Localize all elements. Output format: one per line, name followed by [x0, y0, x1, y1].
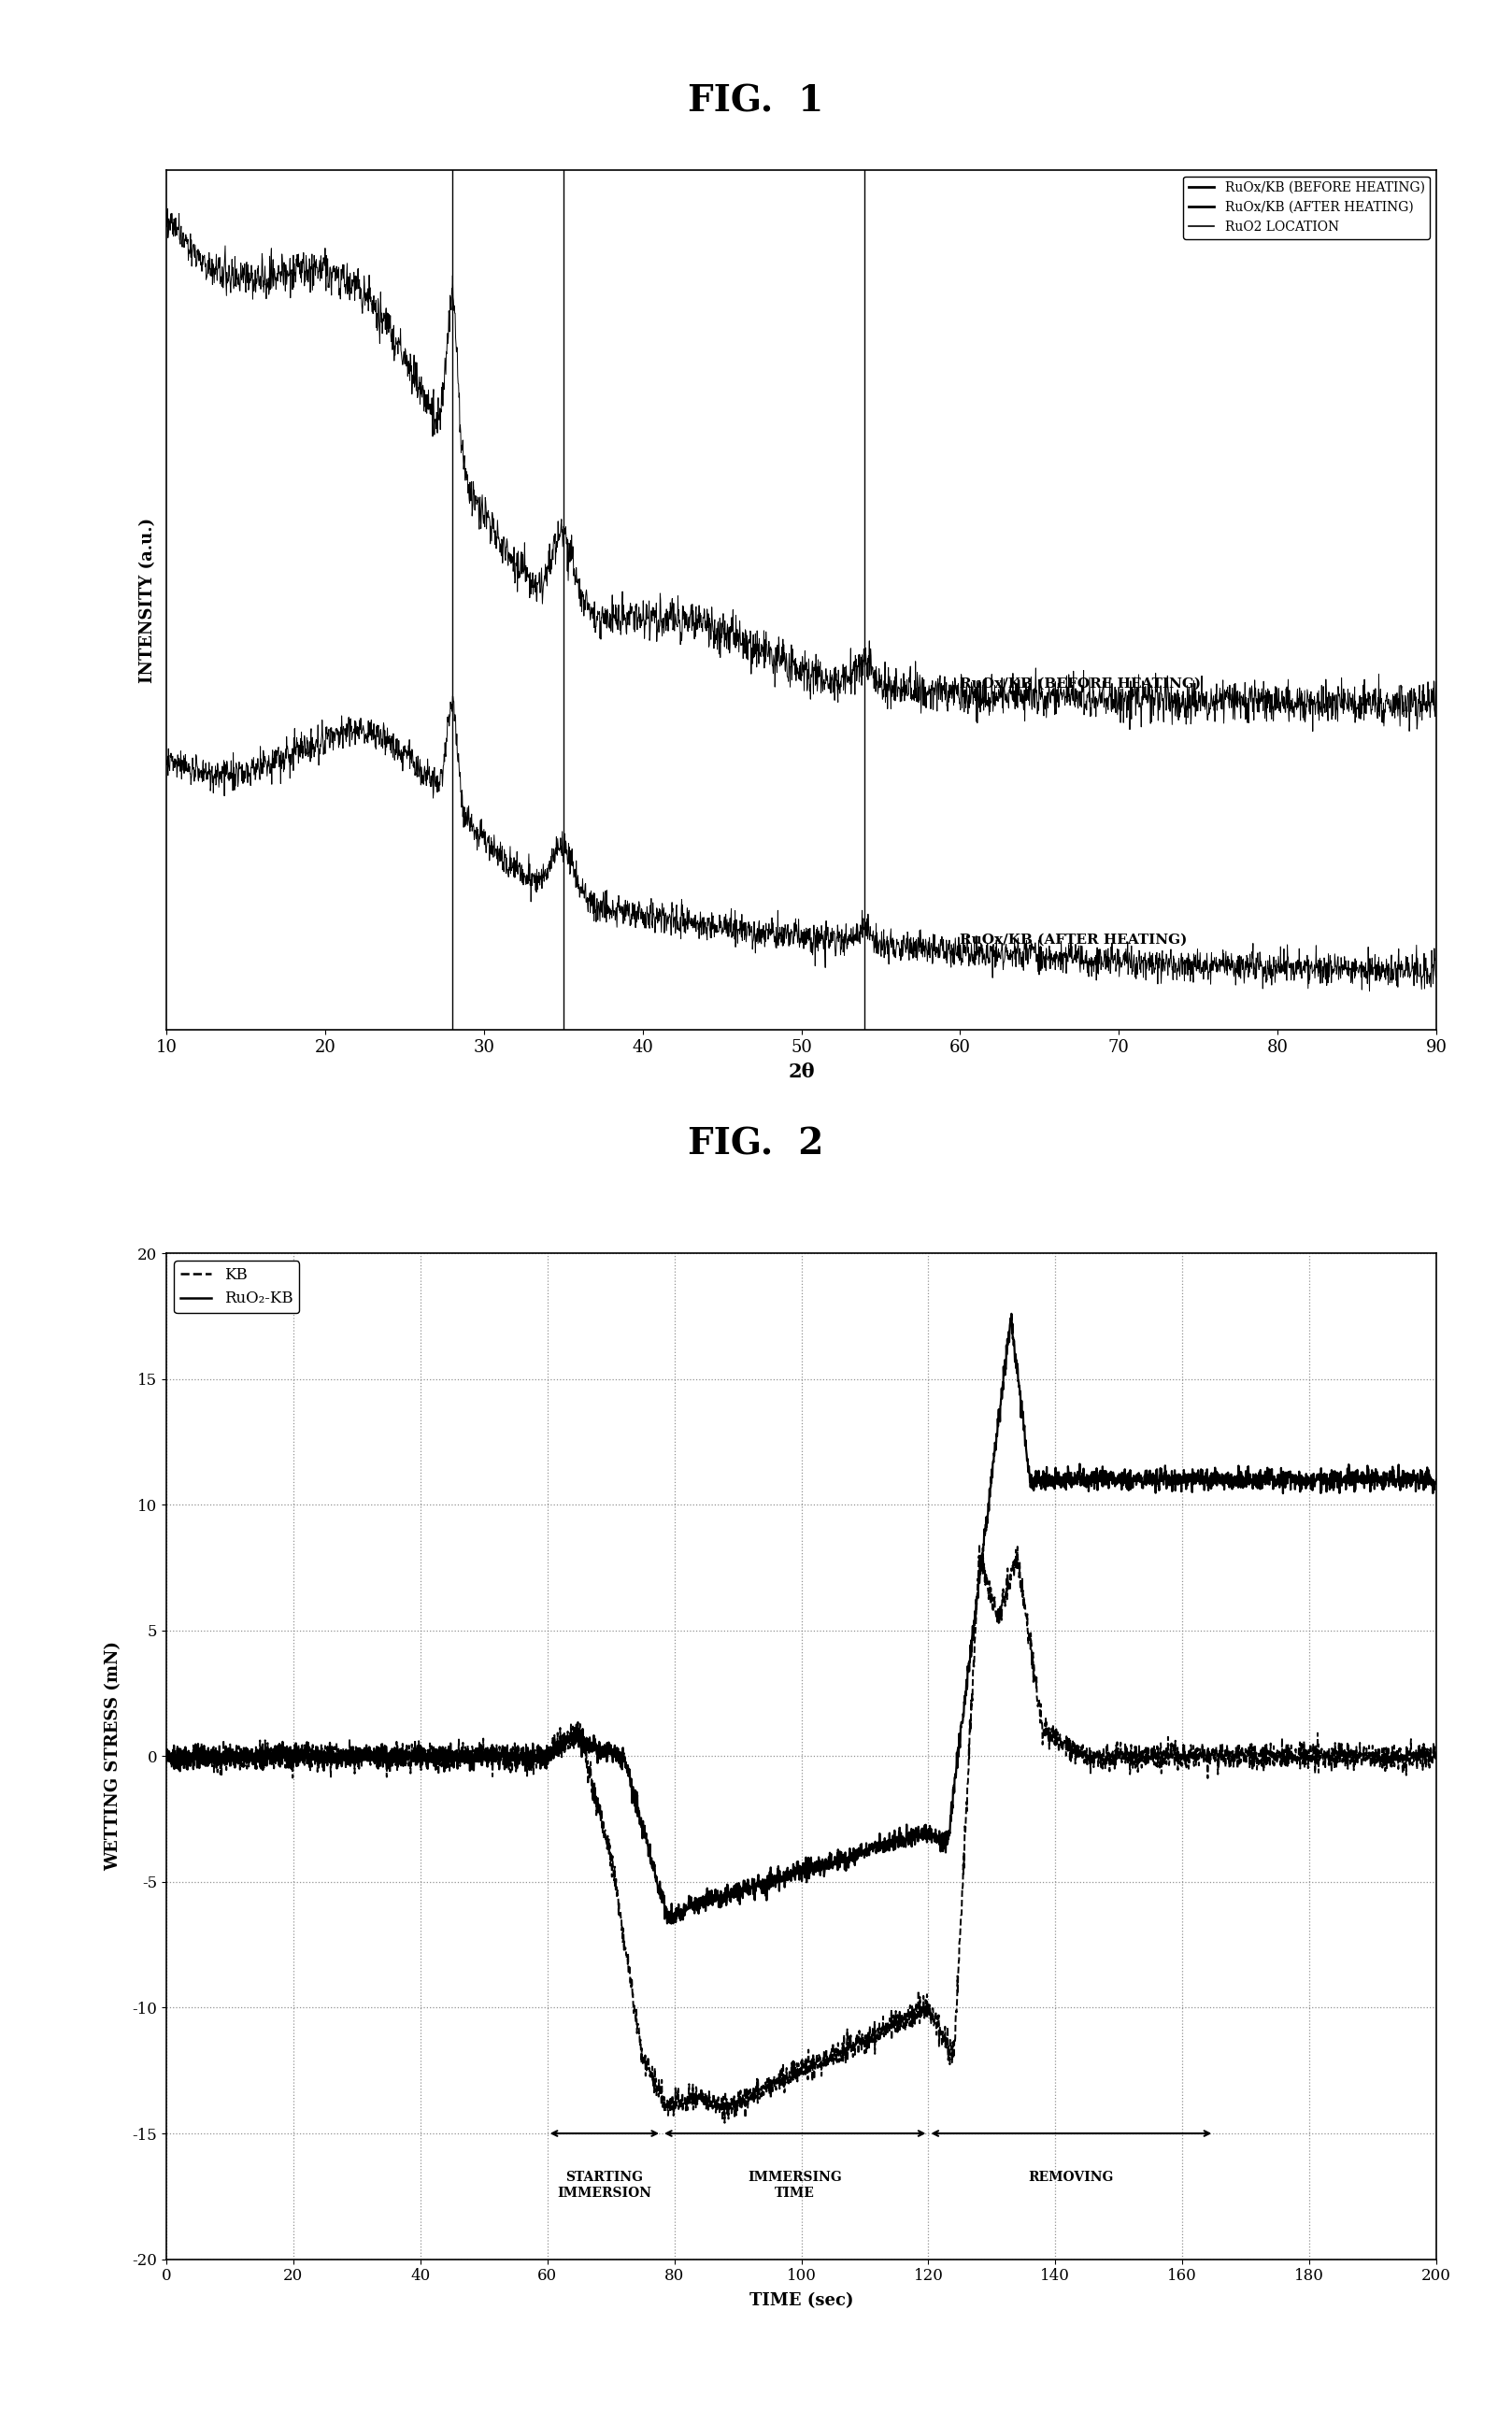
Y-axis label: WETTING STRESS (mN): WETTING STRESS (mN) — [104, 1641, 122, 1871]
RuO₂-KB — [1326, 1457, 1344, 1486]
RuO₂-KB — [1081, 1464, 1099, 1493]
RuO₂-KB — [157, 1743, 175, 1772]
KB — [1390, 1738, 1408, 1767]
Text: RuOx/KB (AFTER HEATING): RuOx/KB (AFTER HEATING) — [960, 933, 1187, 948]
KB — [1427, 1743, 1445, 1772]
Text: IMMERSING
TIME: IMMERSING TIME — [748, 2172, 842, 2199]
RuO₂-KB — [691, 1891, 709, 1920]
KB — [1081, 1731, 1099, 1760]
KB — [715, 2109, 733, 2138]
Legend: KB, RuO₂-KB: KB, RuO₂-KB — [174, 1260, 299, 1314]
Line: KB: KB — [166, 1544, 1436, 2123]
Text: FIG.  2: FIG. 2 — [688, 1127, 824, 1161]
Text: FIG.  1: FIG. 1 — [688, 85, 824, 119]
KB — [1326, 1750, 1344, 1779]
RuO₂-KB — [702, 1886, 720, 1915]
KB — [691, 2082, 709, 2111]
X-axis label: 2θ: 2θ — [788, 1062, 815, 1081]
RuO₂-KB — [1427, 1464, 1445, 1493]
KB — [971, 1530, 989, 1559]
Legend: RuOx/KB (BEFORE HEATING), RuOx/KB (AFTER HEATING), RuO2 LOCATION: RuOx/KB (BEFORE HEATING), RuOx/KB (AFTER… — [1184, 177, 1430, 240]
KB — [761, 2075, 779, 2104]
Text: REMOVING: REMOVING — [1028, 2172, 1114, 2184]
Text: RuOx/KB (BEFORE HEATING): RuOx/KB (BEFORE HEATING) — [960, 679, 1202, 691]
Line: RuO₂-KB: RuO₂-KB — [166, 1314, 1436, 1925]
RuO₂-KB — [1002, 1299, 1021, 1328]
KB — [702, 2087, 720, 2116]
Text: STARTING
IMMERSION: STARTING IMMERSION — [558, 2172, 652, 2199]
Y-axis label: INTENSITY (a.u.): INTENSITY (a.u.) — [139, 516, 156, 684]
X-axis label: TIME (sec): TIME (sec) — [750, 2293, 853, 2308]
RuO₂-KB — [761, 1864, 779, 1893]
RuO₂-KB — [662, 1910, 680, 1939]
RuO₂-KB — [1390, 1459, 1408, 1488]
KB — [157, 1748, 175, 1777]
